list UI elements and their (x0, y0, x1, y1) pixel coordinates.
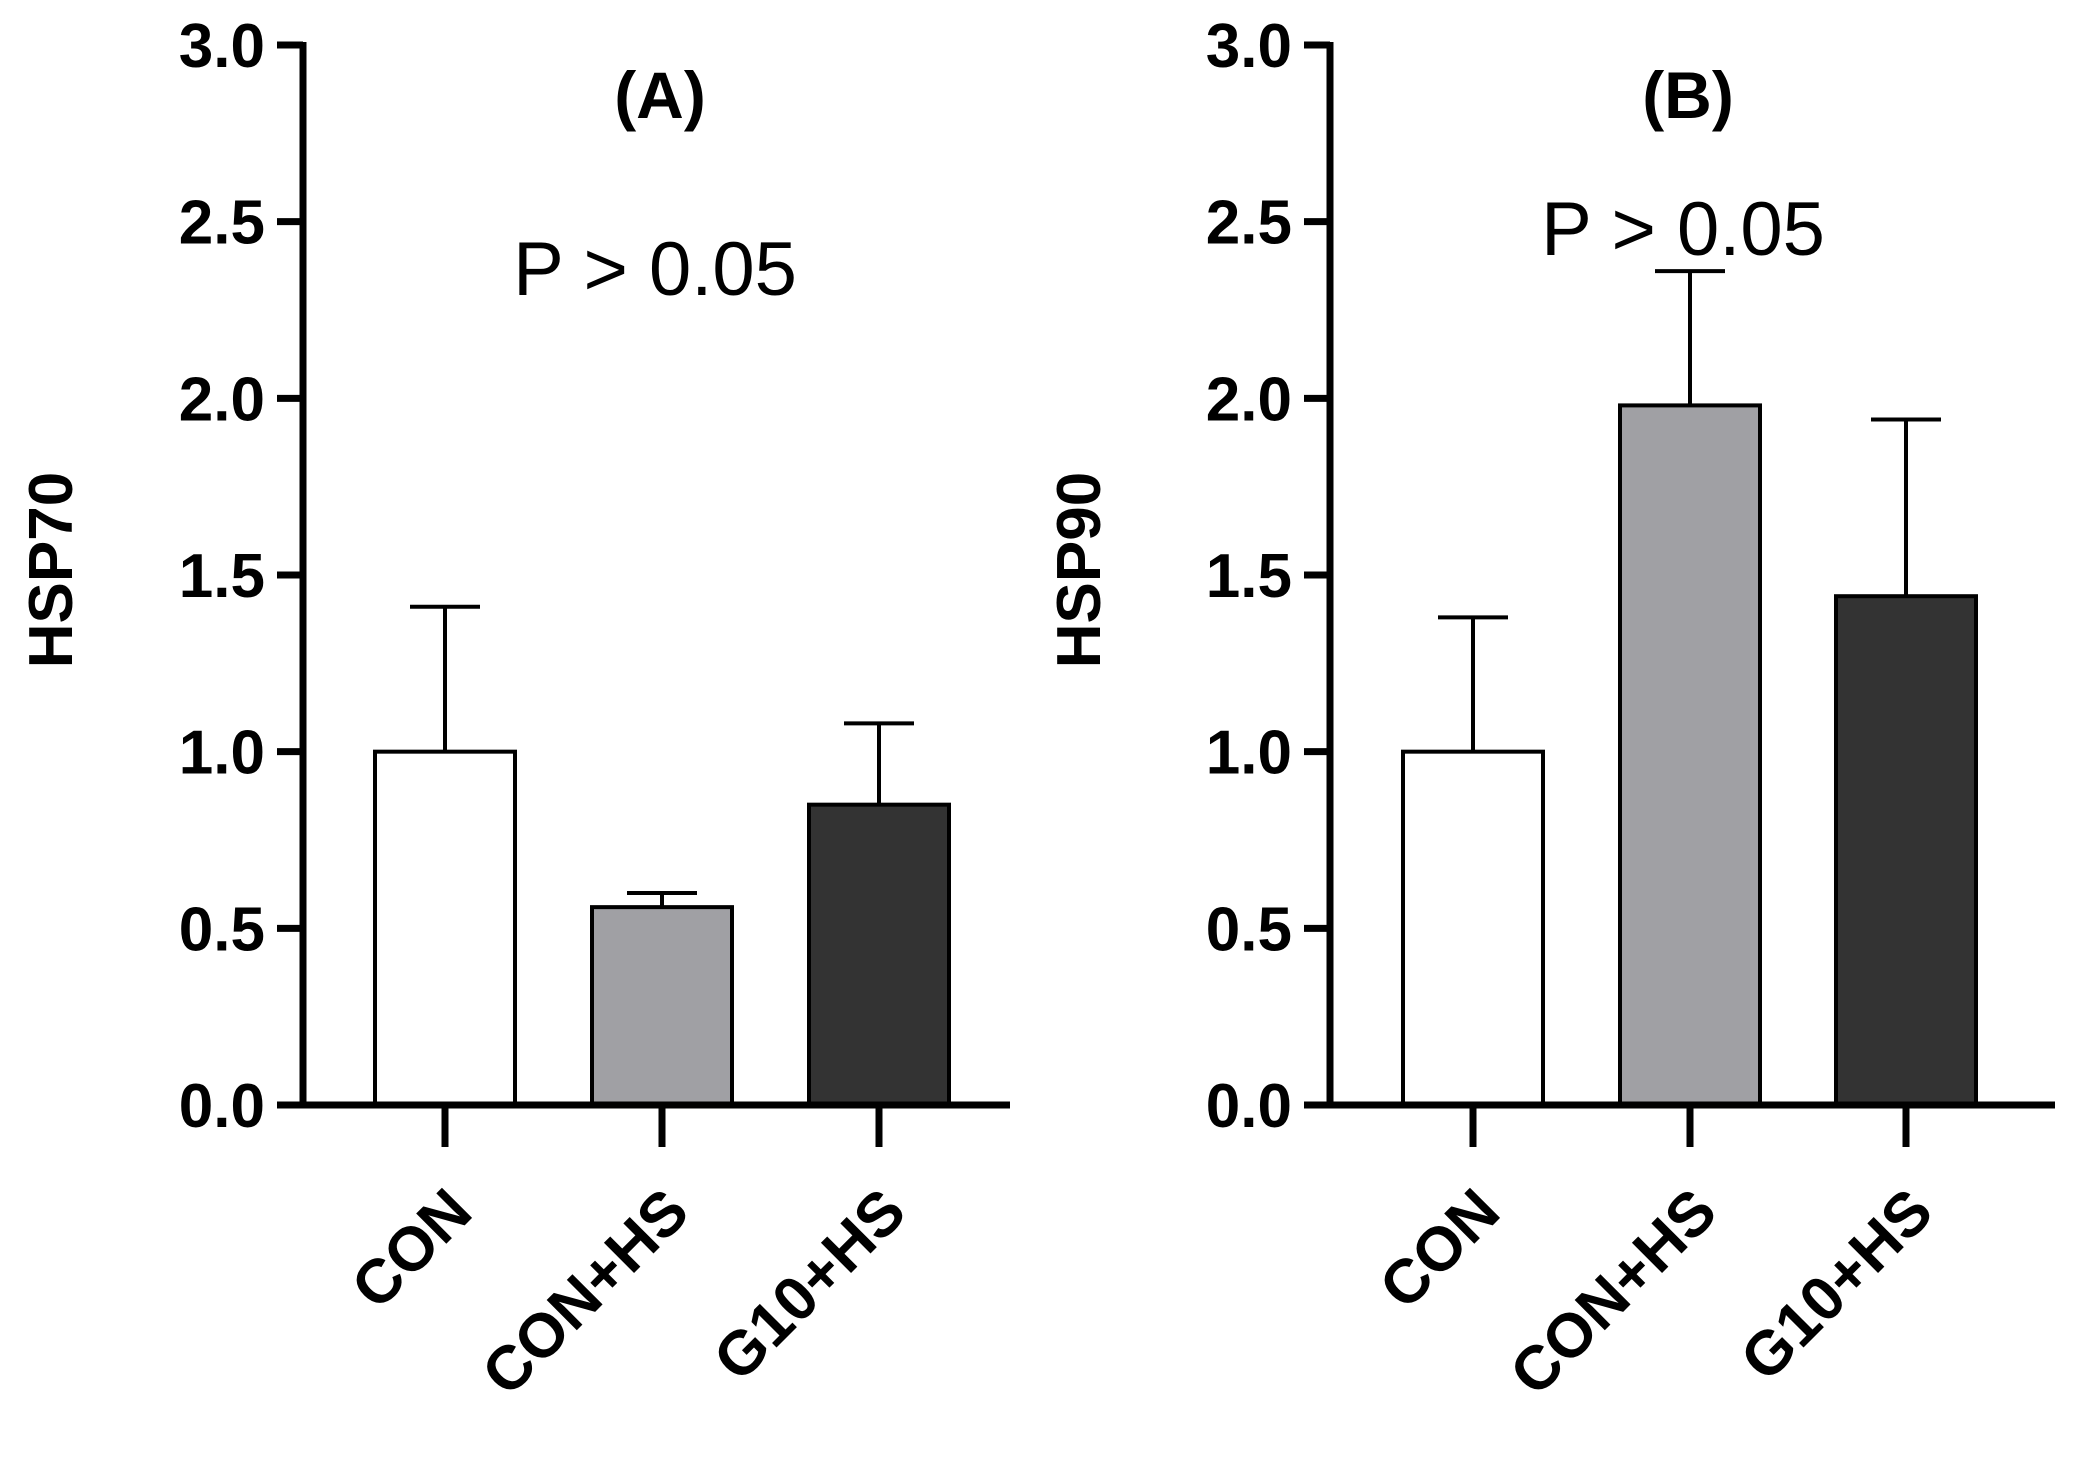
panel-a-y-tick-label-2: 1.0 (179, 719, 265, 788)
panel-a-y-tick-label-1: 0.5 (179, 895, 265, 964)
panel-b-category-label-0: CON (1367, 1176, 1513, 1322)
panel-b-bar-1 (1618, 403, 1762, 1107)
panel-a-axes (299, 42, 1010, 1109)
panel-a-y-ticks: 0.0 0.5 1.0 1.5 2.0 2.5 3.0 (179, 12, 303, 1141)
panel-b-bar-0 (1401, 749, 1545, 1108)
panel-a-category-label-2: G10+HS (701, 1176, 919, 1394)
panel-b-y-axis-title: HSP90 (1045, 472, 1114, 668)
panel-a-category-label-1: CON+HS (469, 1176, 702, 1409)
panel-a-y-tick-label-0: 0.0 (179, 1072, 265, 1141)
panel-a-bar-2 (807, 802, 951, 1108)
panel-a-bar-0 (373, 749, 517, 1108)
panel-a-bars (373, 604, 951, 1108)
panel-b-y-tick-label-0: 0.0 (1206, 1072, 1292, 1141)
panel-b: (B) P > 0.05 HSP90 0.0 0.5 1.0 1.5 2.0 2.5 3.0… (1045, 12, 2055, 1409)
panel-b-bars (1401, 269, 1978, 1108)
panel-a-y-tick-label-3: 1.5 (179, 542, 265, 611)
panel-a-y-axis-title: HSP70 (17, 472, 86, 668)
panel-a-title: (A) (614, 58, 706, 132)
panel-a-y-tick-label-6: 3.0 (179, 12, 265, 81)
panel-b-axes (1326, 42, 2055, 1109)
panel-b-y-tick-label-2: 1.0 (1206, 719, 1292, 788)
panel-b-y-tick-label-5: 2.5 (1206, 189, 1292, 258)
panel-b-y-tick-label-4: 2.0 (1206, 365, 1292, 434)
panel-a: (A) P > 0.05 HSP70 0.0 0.5 1.0 1.5 2.0 2.5 3.0… (17, 12, 1010, 1409)
panel-a-y-tick-label-5: 2.5 (179, 189, 265, 258)
panel-a-bar-1 (590, 905, 734, 1108)
panel-b-y-ticks: 0.0 0.5 1.0 1.5 2.0 2.5 3.0 (1206, 12, 1330, 1141)
panel-b-y-tick-label-3: 1.5 (1206, 542, 1292, 611)
panel-b-category-label-2: G10+HS (1728, 1176, 1946, 1394)
panel-b-y-tick-label-6: 3.0 (1206, 12, 1292, 81)
panel-a-category-label-0: CON (339, 1176, 485, 1322)
panel-b-bar-2 (1834, 594, 1978, 1107)
panel-b-annotation: P > 0.05 (1541, 187, 1825, 272)
panel-b-category-label-1: CON+HS (1497, 1176, 1730, 1409)
panel-a-y-tick-label-4: 2.0 (179, 365, 265, 434)
panel-a-annotation: P > 0.05 (513, 227, 797, 312)
panel-b-y-tick-label-1: 0.5 (1206, 895, 1292, 964)
panel-b-title: (B) (1642, 58, 1734, 132)
